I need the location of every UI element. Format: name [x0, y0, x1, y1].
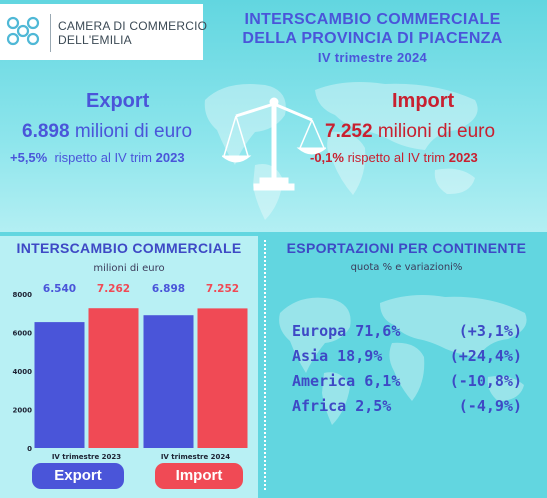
export-variation-pct: +5,5%: [10, 150, 48, 165]
data-label: 6.898: [152, 283, 185, 295]
data-label: 7.262: [97, 283, 130, 295]
import-value: 7.252 milioni di euro: [325, 121, 495, 143]
chart-subtitle: milioni di euro: [93, 263, 165, 274]
bar-export: [143, 315, 194, 448]
data-label: 6.540: [43, 283, 76, 295]
continent-variation: (+24,4%): [449, 347, 522, 365]
import-variation-pct: -0,1%: [310, 150, 344, 165]
period-label: IV trimestre 2024: [317, 50, 428, 65]
data-label: 7.252: [206, 283, 239, 295]
org-line-2: DELL'EMILIA: [58, 33, 132, 47]
export-variation-year: 2023: [155, 150, 185, 165]
import-label: Import: [392, 90, 455, 112]
continent-row: Asia 18,9% (+24,4%): [292, 347, 522, 371]
title-line-2: DELLA PROVINCIA DI PIACENZA: [242, 30, 503, 47]
continent-share: Europa 71,6%: [292, 322, 401, 340]
bar-export: [34, 322, 85, 448]
continent-variation: (-4,9%): [458, 397, 522, 415]
continent-panel: [266, 236, 547, 498]
world-map-icon: [279, 295, 527, 425]
bar-chart: 0 2000 4000 6000 8000 6.540 7.262 IV trimestre …: [13, 283, 248, 461]
continent-row: Africa 2,5% (-4,9%): [292, 397, 522, 421]
continent-title: ESPORTAZIONI PER CONTINENTE: [286, 240, 527, 256]
category-label: IV trimestre 2024: [161, 453, 230, 461]
logo-separator: [50, 14, 51, 52]
import-variation: -0,1% rispetto al IV trim 2023: [310, 150, 478, 165]
export-variation: +5,5% rispetto al IV trim 2023: [10, 150, 185, 165]
continent-row: Europa 71,6% (+3,1%): [292, 322, 522, 346]
y-tick-label: 4000: [13, 368, 33, 376]
org-line-1: CAMERA DI COMMERCIO: [58, 19, 208, 33]
chamber-logo-icon: [6, 16, 40, 46]
organization-name: CAMERA DI COMMERCIO DELL'EMILIA: [58, 19, 207, 47]
y-tick-label: 2000: [13, 407, 33, 415]
category-label: IV trimestre 2023: [52, 453, 121, 461]
balance-scale-icon: [222, 97, 326, 191]
continent-share: America 6,1%: [292, 372, 401, 390]
logo-panel: CAMERA DI COMMERCIO DELL'EMILIA: [0, 4, 207, 60]
continent-subtitle: quota % e variazioni%: [350, 262, 463, 273]
legend-import: Import: [155, 463, 243, 489]
continent-share: Africa 2,5%: [292, 397, 392, 415]
continent-row: America 6,1% (-10,8%): [292, 372, 522, 396]
title-line-1: INTERSCAMBIO COMMERCIALE: [244, 11, 501, 28]
continent-variation: (-10,8%): [449, 372, 522, 390]
panel-divider: [264, 240, 266, 490]
import-amount: 7.252: [325, 121, 373, 142]
page-title: INTERSCAMBIO COMMERCIALE DELLA PROVINCIA…: [220, 10, 525, 68]
y-tick-label: 0: [27, 445, 32, 453]
bar-import: [197, 308, 248, 448]
chart-title: INTERSCAMBIO COMMERCIALE: [16, 240, 242, 256]
bar-import: [88, 308, 139, 448]
import-unit: milioni di euro: [377, 121, 496, 142]
export-value: 6.898 milioni di euro: [22, 121, 192, 143]
export-label: Export: [86, 90, 150, 112]
export-amount: 6.898: [22, 121, 70, 142]
y-tick-label: 8000: [13, 291, 33, 299]
import-variation-year: 2023: [448, 150, 478, 165]
legend-export: Export: [32, 463, 124, 489]
y-tick-label: 6000: [13, 330, 33, 338]
continent-share: Asia 18,9%: [292, 347, 383, 365]
import-variation-text: rispetto al IV trim: [347, 150, 446, 165]
continent-variation: (+3,1%): [458, 322, 522, 340]
export-variation-text: rispetto al IV trim: [54, 150, 152, 165]
export-unit: milioni di euro: [74, 121, 193, 142]
